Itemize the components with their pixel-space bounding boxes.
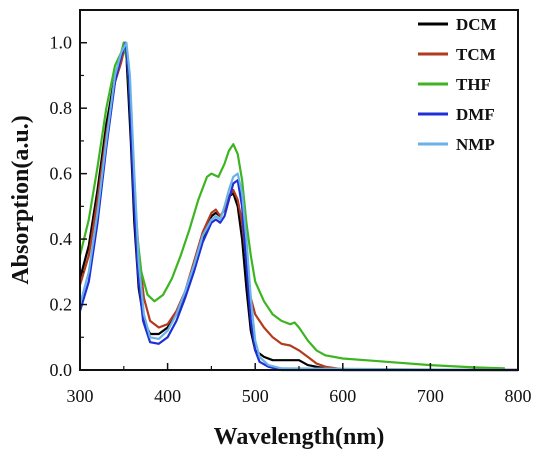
y-tick-label: 0.8 <box>50 98 73 118</box>
x-axis-title: Wavelength(nm) <box>214 424 385 450</box>
y-tick-label: 0.6 <box>50 164 73 184</box>
y-tick-label: 0.2 <box>50 295 73 315</box>
y-axis-title: Absorption(a.u.) <box>8 115 34 284</box>
y-tick-label: 0.4 <box>50 229 73 249</box>
series-lines <box>78 41 519 372</box>
legend-label-dcm: DCM <box>456 15 497 34</box>
x-tick-label: 400 <box>154 386 181 406</box>
legend: DCM TCM THF DMF NMP <box>418 15 497 154</box>
x-tick-label: 300 <box>67 386 94 406</box>
legend-label-tcm: TCM <box>456 45 496 64</box>
y-tick-label: 1.0 <box>50 33 73 53</box>
y-axis: 0.0 0.2 0.4 0.6 0.8 1.0 <box>50 33 87 380</box>
legend-label-thf: THF <box>456 75 491 94</box>
x-tick-label: 800 <box>505 386 532 406</box>
x-tick-label: 500 <box>242 386 269 406</box>
legend-label-dmf: DMF <box>456 105 495 124</box>
x-tick-label: 700 <box>417 386 444 406</box>
y-tick-label: 0.0 <box>50 360 73 380</box>
series-line-nmp <box>78 41 519 372</box>
plot-frame <box>79 9 519 371</box>
legend-label-nmp: NMP <box>456 135 495 154</box>
x-axis: 300 400 500 600 700 800 <box>67 363 532 406</box>
x-tick-label: 600 <box>329 386 356 406</box>
